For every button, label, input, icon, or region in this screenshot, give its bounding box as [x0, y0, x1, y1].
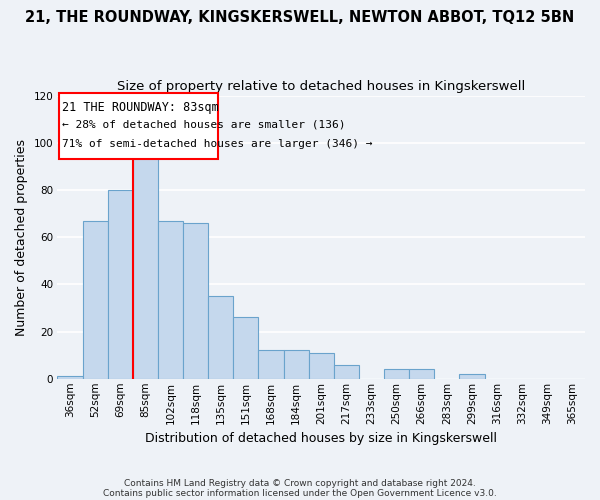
Text: 71% of semi-detached houses are larger (346) →: 71% of semi-detached houses are larger (… — [62, 140, 373, 149]
Bar — [384, 370, 409, 379]
Text: Contains HM Land Registry data © Crown copyright and database right 2024.: Contains HM Land Registry data © Crown c… — [124, 478, 476, 488]
Bar — [108, 190, 133, 379]
Bar — [183, 223, 208, 379]
Text: ← 28% of detached houses are smaller (136): ← 28% of detached houses are smaller (13… — [62, 120, 346, 130]
Bar — [409, 370, 434, 379]
Bar — [58, 376, 83, 379]
X-axis label: Distribution of detached houses by size in Kingskerswell: Distribution of detached houses by size … — [145, 432, 497, 445]
Title: Size of property relative to detached houses in Kingskerswell: Size of property relative to detached ho… — [117, 80, 526, 93]
Bar — [233, 318, 259, 379]
Bar — [208, 296, 233, 379]
Bar — [133, 150, 158, 379]
FancyBboxPatch shape — [59, 93, 218, 160]
Bar — [158, 220, 183, 379]
Bar — [284, 350, 308, 379]
Text: Contains public sector information licensed under the Open Government Licence v3: Contains public sector information licen… — [103, 488, 497, 498]
Text: 21, THE ROUNDWAY, KINGSKERSWELL, NEWTON ABBOT, TQ12 5BN: 21, THE ROUNDWAY, KINGSKERSWELL, NEWTON … — [25, 10, 575, 25]
Bar — [308, 353, 334, 379]
Y-axis label: Number of detached properties: Number of detached properties — [15, 138, 28, 336]
Text: 21 THE ROUNDWAY: 83sqm: 21 THE ROUNDWAY: 83sqm — [62, 101, 219, 114]
Bar — [83, 220, 108, 379]
Bar — [259, 350, 284, 379]
Bar — [334, 364, 359, 379]
Bar — [460, 374, 485, 379]
